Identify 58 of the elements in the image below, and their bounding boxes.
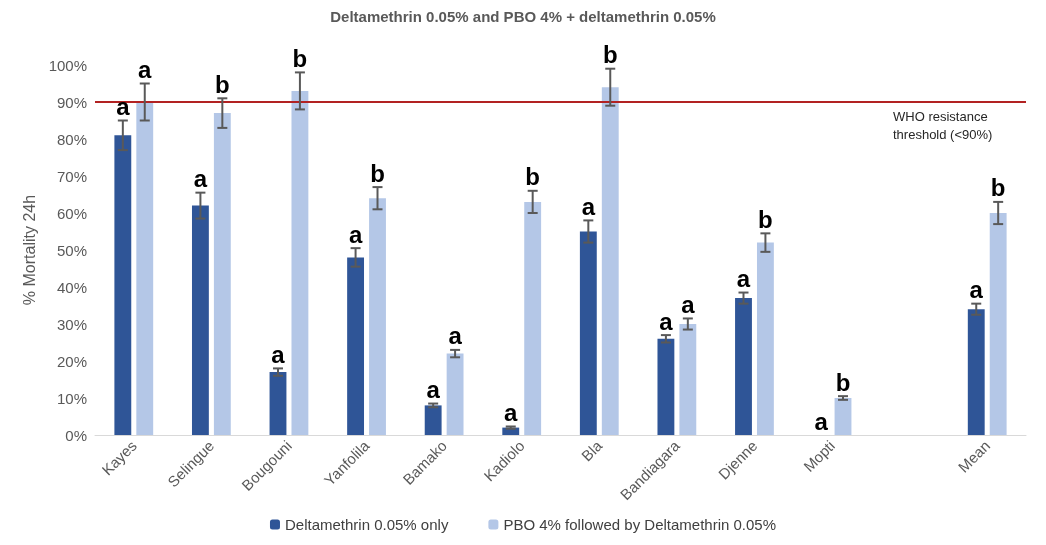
legend-label: PBO 4% followed by Deltamethrin 0.05% bbox=[503, 516, 777, 533]
y-tick-label: 30% bbox=[56, 315, 87, 333]
bar bbox=[269, 372, 287, 435]
bar bbox=[424, 405, 442, 435]
y-tick-label: 90% bbox=[56, 93, 87, 111]
data-label: b bbox=[990, 174, 1006, 202]
data-label: a bbox=[659, 307, 674, 335]
bar bbox=[291, 90, 309, 435]
y-tick-label: 60% bbox=[56, 204, 87, 222]
bar bbox=[369, 198, 386, 435]
bar bbox=[136, 102, 154, 435]
data-label: b bbox=[292, 44, 308, 72]
y-tick-label: 40% bbox=[56, 278, 87, 296]
data-label: a bbox=[736, 265, 751, 293]
bar bbox=[191, 205, 209, 435]
bar bbox=[347, 257, 365, 435]
data-label: a bbox=[448, 322, 463, 350]
data-label: b bbox=[758, 205, 773, 233]
bar bbox=[657, 338, 675, 435]
bar bbox=[834, 398, 852, 435]
data-label: a bbox=[138, 56, 153, 83]
bar bbox=[601, 87, 619, 435]
data-label: b bbox=[215, 70, 230, 98]
data-label: a bbox=[581, 192, 596, 220]
y-tick-label: 20% bbox=[56, 352, 87, 370]
data-label: a bbox=[348, 220, 363, 248]
data-label: b bbox=[835, 368, 851, 396]
bar bbox=[756, 242, 774, 435]
data-label: b bbox=[525, 163, 541, 191]
data-label: a bbox=[504, 398, 519, 426]
data-label: a bbox=[969, 276, 984, 304]
bar bbox=[446, 353, 464, 435]
chart-title: Deltamethrin 0.05% and PBO 4% + deltamethrin 0.05% bbox=[330, 8, 716, 25]
bar bbox=[579, 231, 597, 435]
data-label: a bbox=[426, 376, 441, 404]
y-tick-label: 10% bbox=[56, 389, 87, 407]
x-tick-label: Bla bbox=[577, 436, 606, 465]
ref-line-label: WHO resistance threshold (<90%) bbox=[893, 108, 993, 142]
data-label: b bbox=[370, 159, 385, 187]
data-label: a bbox=[271, 340, 286, 368]
bar bbox=[989, 213, 1007, 435]
bar bbox=[524, 201, 542, 435]
bar bbox=[114, 135, 132, 435]
y-tick-label: 50% bbox=[56, 241, 87, 259]
bar bbox=[679, 324, 697, 435]
data-label: b bbox=[602, 41, 618, 69]
bar bbox=[735, 298, 752, 435]
data-label: a bbox=[681, 290, 696, 318]
data-label: a bbox=[814, 407, 829, 435]
y-axis-title: % Mortality 24h bbox=[20, 194, 38, 306]
bar bbox=[967, 309, 985, 435]
data-label: a bbox=[193, 165, 208, 193]
legend-label: Deltamethrin 0.05% only bbox=[284, 516, 449, 533]
y-tick-label: 0% bbox=[65, 426, 87, 444]
y-tick-label: 100% bbox=[48, 56, 87, 74]
y-tick-label: 80% bbox=[56, 130, 87, 148]
bar bbox=[213, 113, 231, 435]
y-tick-label: 70% bbox=[56, 167, 87, 185]
